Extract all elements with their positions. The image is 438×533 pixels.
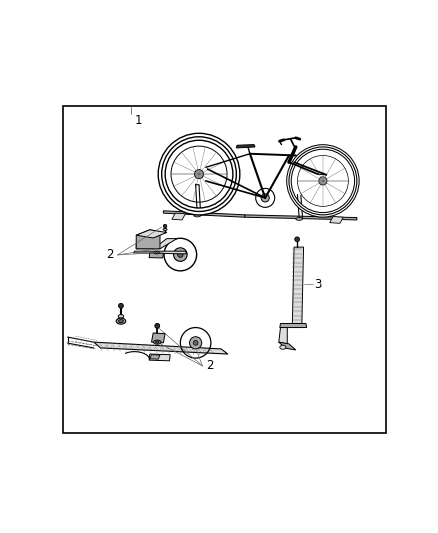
Polygon shape — [163, 211, 245, 217]
Polygon shape — [150, 354, 160, 359]
Circle shape — [295, 237, 300, 241]
Text: 3: 3 — [314, 278, 321, 291]
Circle shape — [178, 252, 183, 257]
Ellipse shape — [118, 314, 124, 318]
Circle shape — [261, 194, 269, 202]
Polygon shape — [94, 342, 228, 354]
Circle shape — [163, 224, 167, 228]
Circle shape — [193, 341, 198, 345]
Polygon shape — [279, 328, 287, 344]
Polygon shape — [172, 213, 185, 220]
Polygon shape — [293, 247, 304, 324]
Polygon shape — [245, 215, 357, 220]
Ellipse shape — [280, 345, 286, 349]
Polygon shape — [152, 333, 165, 343]
Polygon shape — [237, 144, 255, 148]
Polygon shape — [136, 230, 167, 238]
Text: 1: 1 — [134, 114, 142, 127]
Ellipse shape — [119, 320, 124, 322]
Ellipse shape — [163, 229, 167, 230]
Circle shape — [119, 303, 124, 308]
Circle shape — [173, 248, 187, 261]
Polygon shape — [279, 342, 296, 350]
Ellipse shape — [116, 318, 126, 324]
Ellipse shape — [154, 251, 159, 254]
Ellipse shape — [155, 252, 158, 253]
Ellipse shape — [194, 214, 201, 217]
Circle shape — [155, 324, 159, 328]
Polygon shape — [134, 251, 187, 254]
Polygon shape — [149, 354, 170, 361]
Circle shape — [194, 169, 204, 179]
Text: 2: 2 — [106, 248, 113, 261]
Circle shape — [190, 337, 202, 349]
Polygon shape — [149, 253, 163, 258]
Polygon shape — [280, 324, 307, 328]
Polygon shape — [136, 230, 160, 249]
Ellipse shape — [154, 340, 161, 344]
Ellipse shape — [155, 341, 159, 343]
Polygon shape — [136, 239, 177, 249]
Ellipse shape — [296, 217, 303, 220]
Text: 2: 2 — [206, 359, 213, 373]
Polygon shape — [330, 216, 343, 223]
Circle shape — [319, 177, 327, 185]
